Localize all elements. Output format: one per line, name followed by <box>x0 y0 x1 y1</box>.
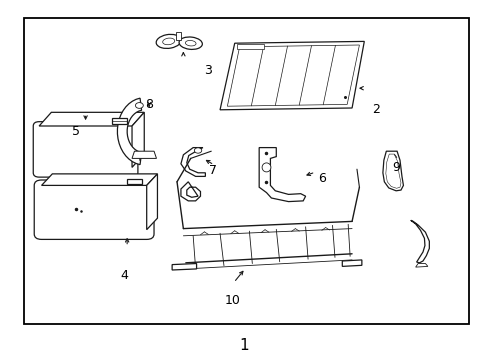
Polygon shape <box>382 151 403 191</box>
Text: 10: 10 <box>224 294 240 307</box>
Polygon shape <box>181 182 200 201</box>
Text: 7: 7 <box>208 165 216 177</box>
Polygon shape <box>227 45 359 106</box>
Polygon shape <box>127 179 142 184</box>
Ellipse shape <box>179 37 202 49</box>
Polygon shape <box>181 148 205 176</box>
Ellipse shape <box>262 163 270 172</box>
Polygon shape <box>41 174 157 185</box>
Text: 8: 8 <box>145 98 153 111</box>
FancyBboxPatch shape <box>34 180 154 239</box>
Ellipse shape <box>163 38 174 45</box>
FancyBboxPatch shape <box>33 122 138 177</box>
Polygon shape <box>172 264 196 270</box>
Text: 9: 9 <box>391 161 399 174</box>
Text: 1: 1 <box>239 338 249 353</box>
Polygon shape <box>112 118 127 124</box>
Polygon shape <box>176 32 181 40</box>
Ellipse shape <box>194 148 201 153</box>
Polygon shape <box>132 112 144 167</box>
Text: 4: 4 <box>121 269 128 282</box>
Ellipse shape <box>135 103 143 108</box>
Text: 2: 2 <box>371 103 379 116</box>
Polygon shape <box>220 41 364 110</box>
Polygon shape <box>342 260 361 266</box>
Text: 6: 6 <box>317 172 325 185</box>
Ellipse shape <box>156 34 181 49</box>
Bar <box>24 18 468 324</box>
Polygon shape <box>259 148 305 202</box>
Text: 5: 5 <box>72 125 80 138</box>
Polygon shape <box>146 174 157 230</box>
Polygon shape <box>415 264 427 267</box>
Polygon shape <box>117 98 142 165</box>
Polygon shape <box>237 44 264 49</box>
Polygon shape <box>410 220 428 263</box>
Polygon shape <box>132 151 156 158</box>
Polygon shape <box>39 112 144 126</box>
Polygon shape <box>385 154 400 188</box>
Text: 3: 3 <box>203 64 211 77</box>
Ellipse shape <box>185 40 196 46</box>
